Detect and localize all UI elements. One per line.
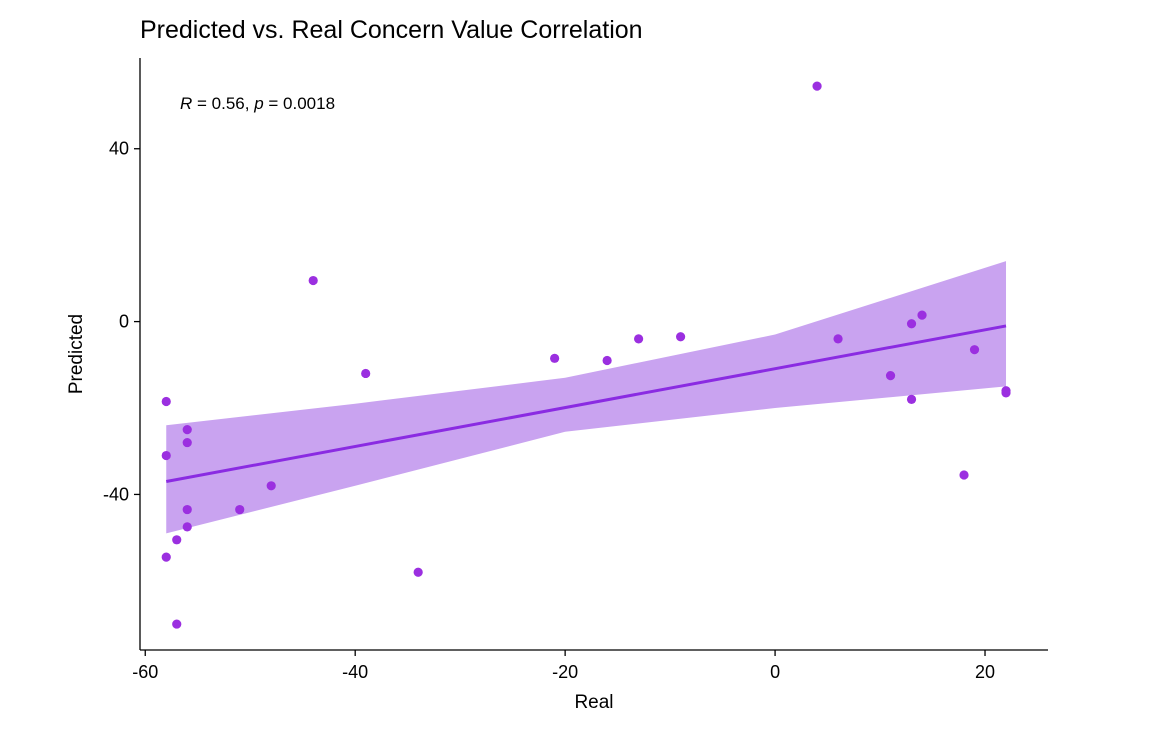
r-value: = 0.56, [192, 94, 254, 113]
x-tick-label: 0 [770, 662, 780, 682]
data-point-14 [413, 567, 423, 577]
data-point-23 [906, 394, 917, 404]
data-point-28 [1001, 388, 1011, 398]
data-point-4 [172, 535, 182, 545]
x-tick-label: 20 [975, 662, 995, 682]
data-point-18 [676, 332, 686, 342]
x-axis-title: Real [574, 692, 613, 713]
data-point-3 [161, 552, 171, 562]
data-point-12 [308, 275, 318, 286]
data-point-7 [182, 437, 192, 448]
data-point-9 [182, 522, 192, 532]
regression-line [165, 324, 1007, 483]
x-axis-ticks: -60 -40 -20 0 20 [132, 650, 995, 682]
data-point-15 [550, 353, 560, 363]
y-axis-title: Predicted [66, 314, 87, 394]
data-point-25 [959, 470, 969, 480]
p-symbol: p [253, 94, 263, 113]
x-tick-label: -60 [132, 662, 158, 682]
x-tick-label: -40 [342, 662, 368, 682]
data-point-17 [634, 334, 644, 344]
chart-title: Predicted vs. Real Concern Value Correla… [140, 16, 643, 44]
data-point-22 [906, 319, 917, 329]
data-point-6 [182, 425, 192, 435]
data-point-10 [235, 504, 245, 515]
data-point-21 [885, 371, 896, 381]
data-point-5 [172, 619, 182, 629]
data-point-1 [161, 396, 171, 407]
y-tick-label: 40 [109, 139, 129, 159]
data-point-8 [182, 504, 192, 515]
data-point-20 [833, 334, 843, 344]
data-point-16 [602, 355, 612, 366]
x-tick-label: -20 [552, 662, 578, 682]
data-point-13 [361, 368, 371, 379]
data-point-24 [917, 310, 927, 320]
correlation-annotation: R = 0.56, p = 0.0018 [180, 94, 335, 113]
data-point-26 [969, 345, 980, 355]
y-tick-label: -40 [103, 484, 129, 504]
data-point-2 [161, 450, 171, 461]
p-value: = 0.0018 [264, 94, 335, 113]
confidence-band [166, 261, 1007, 534]
data-point-11 [266, 481, 276, 491]
data-point-19 [812, 81, 822, 91]
data-points [161, 81, 1011, 629]
r-symbol: R [180, 94, 192, 113]
y-axis-ticks: -40 0 40 [103, 139, 140, 504]
y-tick-label: 0 [119, 312, 129, 332]
